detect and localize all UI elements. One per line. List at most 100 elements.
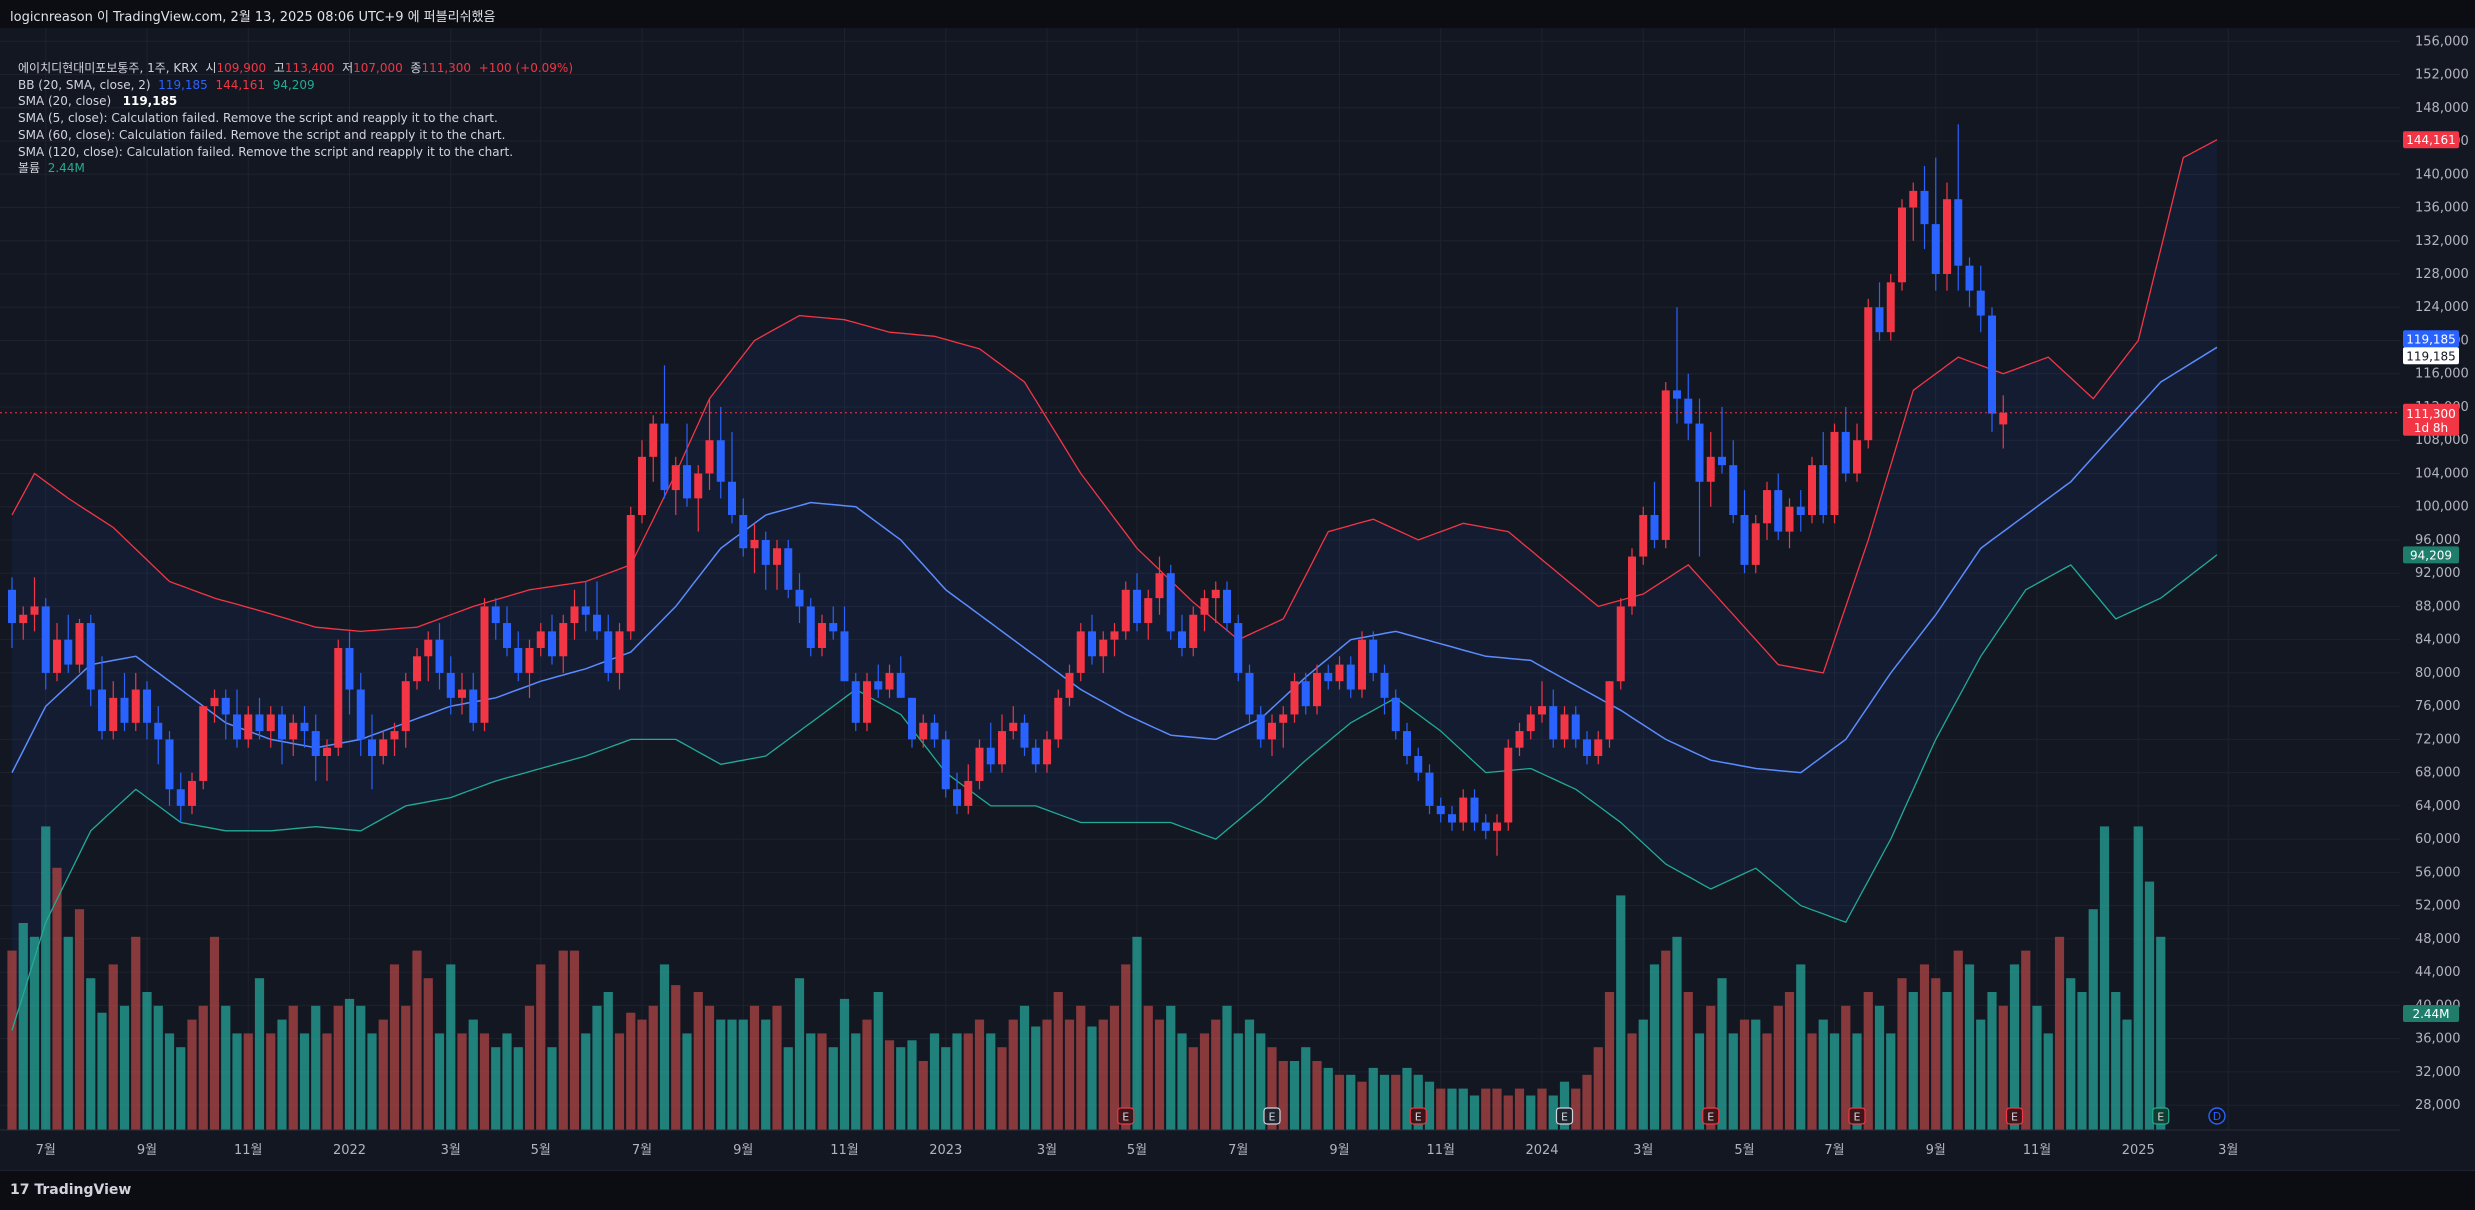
candle-body[interactable] <box>1031 747 1040 765</box>
candle-body[interactable] <box>221 697 230 715</box>
candle-body[interactable] <box>401 681 410 732</box>
candle-body[interactable] <box>1515 731 1524 748</box>
candle-body[interactable] <box>368 739 376 757</box>
candle-body[interactable] <box>413 656 421 682</box>
candle-body[interactable] <box>514 647 523 673</box>
candle-body[interactable] <box>1628 556 1636 607</box>
candle-body[interactable] <box>1256 714 1265 740</box>
candle-body[interactable] <box>806 606 815 648</box>
candle-body[interactable] <box>1729 465 1738 516</box>
candle-body[interactable] <box>1774 490 1783 532</box>
candle-body[interactable] <box>435 639 444 673</box>
earnings-event-icon[interactable] <box>1702 1107 1720 1125</box>
candle-body[interactable] <box>1740 515 1749 565</box>
legend-sma20-row[interactable]: SMA (20, close) 119,185 <box>18 93 573 110</box>
candle-body[interactable] <box>1560 714 1569 740</box>
candle-body[interactable] <box>930 722 939 740</box>
bb-basis-line[interactable] <box>11 346 2218 774</box>
candle-body[interactable] <box>1324 672 1333 682</box>
candle-body[interactable] <box>761 539 770 565</box>
candle-body[interactable] <box>1346 664 1355 690</box>
candle-body[interactable] <box>1335 664 1344 682</box>
candle-body[interactable] <box>120 697 129 723</box>
candle-body[interactable] <box>1076 631 1085 673</box>
candle-body[interactable] <box>1988 315 1996 414</box>
earnings-event-icon[interactable] <box>1117 1107 1135 1125</box>
candle-body[interactable] <box>964 780 973 806</box>
candle-body[interactable] <box>1133 589 1141 624</box>
candle-body[interactable] <box>98 689 106 732</box>
candle-body[interactable] <box>1920 190 1929 225</box>
legend-bb-row[interactable]: BB (20, SMA, close, 2) 119,185 144,161 9… <box>18 77 573 94</box>
candle-body[interactable] <box>1459 797 1468 823</box>
candle-body[interactable] <box>1605 681 1614 740</box>
candle-body[interactable] <box>1290 681 1299 715</box>
candle-body[interactable] <box>1650 515 1659 540</box>
earnings-event-icon[interactable] <box>1848 1107 1866 1125</box>
candle-body[interactable] <box>1009 722 1018 732</box>
candle-body[interactable] <box>1178 631 1186 648</box>
candle-body[interactable] <box>143 689 151 723</box>
candle-body[interactable] <box>840 631 849 682</box>
candle-body[interactable] <box>1223 589 1231 624</box>
candle-body[interactable] <box>1121 589 1130 632</box>
earnings-event-icon[interactable] <box>1555 1107 1574 1125</box>
candle-body[interactable] <box>1875 307 1884 333</box>
candle-body[interactable] <box>874 681 883 690</box>
candle-body[interactable] <box>1268 722 1276 740</box>
candle-body[interactable] <box>1234 623 1243 673</box>
candle-body[interactable] <box>64 639 73 665</box>
candle-body[interactable] <box>986 747 995 765</box>
candle-body[interactable] <box>1830 431 1839 516</box>
earnings-event-icon[interactable] <box>1263 1107 1281 1125</box>
candle-body[interactable] <box>188 780 196 806</box>
legend-sma120-error[interactable]: SMA (120, close): Calculation failed. Re… <box>18 144 514 159</box>
bb-lower-line[interactable] <box>11 554 2218 1031</box>
candle-body[interactable] <box>863 681 871 723</box>
candle-body[interactable] <box>458 689 466 698</box>
tradingview-logo[interactable]: 𝟭𝟳 TradingView <box>10 1182 131 1198</box>
candle-body[interactable] <box>1594 739 1603 757</box>
candle-body[interactable] <box>1538 706 1546 715</box>
candle-body[interactable] <box>1763 490 1771 524</box>
candle-body[interactable] <box>1211 589 1220 599</box>
candle-body[interactable] <box>53 639 61 673</box>
candle-body[interactable] <box>1493 822 1501 831</box>
candle-body[interactable] <box>604 631 613 673</box>
candle-body[interactable] <box>941 739 950 790</box>
candle-body[interactable] <box>1943 199 1951 274</box>
candle-body[interactable] <box>154 722 163 740</box>
candle-body[interactable] <box>739 515 748 549</box>
candle-body[interactable] <box>1166 573 1175 632</box>
candle-body[interactable] <box>109 697 118 732</box>
candle-body[interactable] <box>1898 207 1906 283</box>
candle-body[interactable] <box>356 689 365 740</box>
candle-body[interactable] <box>176 789 185 806</box>
candle-body[interactable] <box>469 689 478 723</box>
candle-body[interactable] <box>1088 631 1096 657</box>
candle-body[interactable] <box>1043 739 1051 765</box>
candle-body[interactable] <box>784 548 793 590</box>
candle-body[interactable] <box>829 623 838 632</box>
candle-body[interactable] <box>851 681 860 723</box>
candle-body[interactable] <box>1099 639 1108 657</box>
candle-body[interactable] <box>638 456 646 516</box>
candle-body[interactable] <box>683 465 691 499</box>
candle-body[interactable] <box>671 465 680 491</box>
candle-body[interactable] <box>728 481 736 516</box>
candle-body[interactable] <box>199 706 208 781</box>
candle-body[interactable] <box>885 672 894 690</box>
candle-body[interactable] <box>1864 307 1873 441</box>
candle-body[interactable] <box>1999 412 2008 425</box>
earnings-event-icon[interactable] <box>2005 1107 2024 1125</box>
candle-body[interactable] <box>818 623 826 648</box>
candle-body[interactable] <box>1065 672 1074 698</box>
candle-body[interactable] <box>953 789 961 806</box>
candle-body[interactable] <box>86 623 95 690</box>
candle-body[interactable] <box>278 714 286 740</box>
candle-body[interactable] <box>1886 282 1895 333</box>
candle-body[interactable] <box>289 722 298 740</box>
candle-body[interactable] <box>1020 722 1029 748</box>
candle-body[interactable] <box>30 606 39 615</box>
